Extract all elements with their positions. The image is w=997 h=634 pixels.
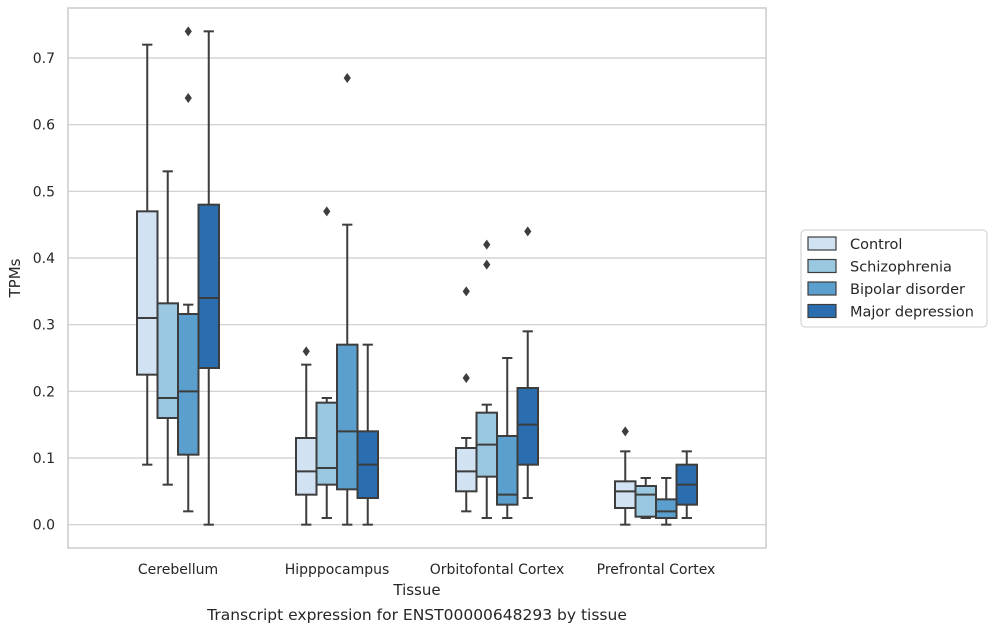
box-3-3 bbox=[675, 450, 698, 519]
box-iqr bbox=[156, 302, 179, 420]
legend-label: Control bbox=[850, 237, 902, 253]
legend-swatch bbox=[807, 258, 837, 274]
box-2-2 bbox=[496, 357, 519, 519]
y-tick-label: 0.2 bbox=[33, 384, 55, 400]
box-1-1 bbox=[315, 206, 338, 519]
box-0-1 bbox=[156, 170, 179, 486]
legend-frame bbox=[800, 229, 988, 328]
box-iqr bbox=[655, 498, 678, 520]
x-tick-label: Cerebellum bbox=[138, 562, 218, 578]
box-3-2 bbox=[655, 477, 678, 526]
y-tick-label: 0.0 bbox=[33, 518, 55, 534]
box-iqr bbox=[634, 485, 657, 518]
y-axis-ticks: 0.0 0.1 0.2 0.3 0.4 0.5 0.6 0.7 bbox=[33, 51, 55, 534]
box-0-2 bbox=[177, 26, 200, 513]
outlier-point bbox=[524, 226, 532, 237]
box-1-3 bbox=[356, 343, 379, 526]
legend-label: Major depression bbox=[850, 305, 974, 321]
box-1-0 bbox=[295, 346, 318, 526]
outlier-point bbox=[302, 346, 310, 357]
y-tick-label: 0.3 bbox=[33, 318, 55, 334]
box-2-1 bbox=[475, 239, 498, 519]
outlier-point bbox=[483, 239, 491, 250]
x-tick-label: Hipppocampus bbox=[285, 562, 390, 578]
box-1-2 bbox=[336, 73, 359, 526]
box-iqr bbox=[315, 401, 338, 486]
y-tick-label: 0.4 bbox=[33, 251, 55, 267]
box-iqr bbox=[336, 343, 359, 491]
box-iqr bbox=[295, 437, 318, 496]
x-tick-label: Orbitofontal Cortex bbox=[430, 562, 565, 578]
grid-lines bbox=[68, 57, 766, 526]
legend-swatch bbox=[807, 303, 837, 319]
box-groups bbox=[136, 26, 698, 526]
x-axis-label: Tissue bbox=[392, 581, 440, 599]
outlier-point bbox=[184, 26, 192, 37]
y-tick-label: 0.7 bbox=[33, 51, 55, 67]
outlier-point bbox=[483, 259, 491, 270]
outlier-point bbox=[462, 373, 470, 383]
box-iqr bbox=[177, 313, 200, 456]
box-iqr bbox=[136, 210, 159, 376]
box-iqr bbox=[197, 203, 220, 369]
plot-frame bbox=[67, 7, 767, 549]
box-3-1 bbox=[634, 477, 657, 519]
y-axis-label: TPMs bbox=[6, 258, 24, 298]
box-2-0 bbox=[455, 286, 478, 513]
y-tick-label: 0.1 bbox=[33, 451, 55, 467]
y-tick-label: 0.6 bbox=[33, 118, 55, 134]
legend: Control Schizophrenia Bipolar disorder Majo… bbox=[800, 229, 988, 328]
outlier-point bbox=[462, 286, 470, 297]
y-tick-label: 0.5 bbox=[33, 184, 55, 200]
x-tick-label: Prefrontal Cortex bbox=[597, 562, 716, 578]
box-iqr bbox=[614, 480, 637, 510]
outlier-point bbox=[621, 426, 629, 437]
outlier-point bbox=[184, 93, 192, 103]
box-2-3 bbox=[516, 226, 539, 499]
legend-label: Bipolar disorder bbox=[850, 282, 965, 298]
outlier-point bbox=[343, 73, 351, 83]
legend-swatch bbox=[807, 281, 837, 296]
legend-swatch bbox=[807, 236, 837, 251]
box-3-0 bbox=[614, 426, 637, 526]
box-0-0 bbox=[136, 43, 159, 466]
legend-label: Schizophrenia bbox=[850, 260, 952, 276]
x-axis-ticks: Cerebellum Hipppocampus Orbitofontal Corte… bbox=[138, 562, 715, 578]
box-iqr bbox=[496, 435, 519, 506]
box-iqr bbox=[455, 447, 478, 493]
box-iqr bbox=[516, 387, 539, 466]
outlier-point bbox=[323, 206, 331, 217]
box-0-3 bbox=[197, 30, 220, 526]
figure-caption: Transcript expression for ENST0000064829… bbox=[207, 606, 627, 624]
